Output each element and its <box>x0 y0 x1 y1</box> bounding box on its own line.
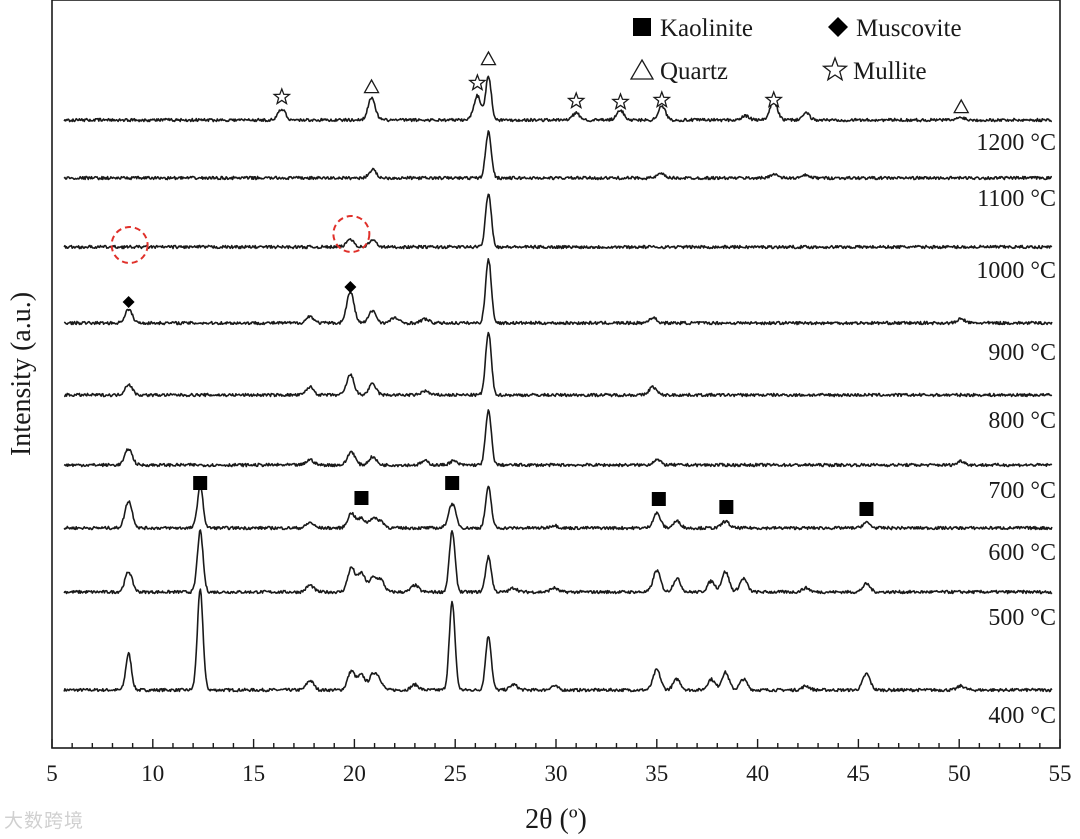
kaolinite-marker <box>719 500 734 514</box>
quartz-marker <box>480 50 497 66</box>
x-axis-ticks: 5 10 15 20 25 30 35 40 45 50 55 <box>46 739 1072 786</box>
quartz-marker <box>363 78 380 94</box>
legend-muscovite-symbol <box>828 17 848 37</box>
trace-1100c <box>63 130 1052 181</box>
legend-label-mullite: Mullite <box>853 58 927 85</box>
temp-label-1100c: 1100 °C <box>977 186 1056 212</box>
legend-kaolinite-symbol <box>633 18 651 36</box>
y-axis-label: Intensity (a.u.) <box>6 292 37 456</box>
quartz-marker <box>953 98 970 114</box>
x-tick-label: 45 <box>847 761 870 786</box>
trace-900c <box>63 258 1053 326</box>
temp-label-400c: 400 °C <box>988 703 1056 729</box>
legend-quartz-symbol <box>629 58 655 80</box>
kaolinite-marker <box>445 476 460 490</box>
mullite-marker <box>468 73 487 91</box>
temp-label-1200c: 1200 °C <box>976 130 1056 156</box>
diffraction-traces <box>63 75 1053 693</box>
temp-label-900c: 900 °C <box>988 340 1056 366</box>
legend-mullite-symbol <box>821 56 849 82</box>
trace-400c <box>63 588 1053 693</box>
trace-1000c <box>63 193 1053 250</box>
temp-label-500c: 500 °C <box>988 605 1056 631</box>
mullite-marker <box>652 90 672 108</box>
temp-label-700c: 700 °C <box>988 478 1056 504</box>
mullite-marker <box>611 92 630 110</box>
x-axis-label: 2θ (º) <box>525 804 587 835</box>
muscovite-marker <box>122 296 135 308</box>
x-tick-label: 20 <box>343 761 366 786</box>
watermark-text: 大数跨境 <box>4 810 85 832</box>
x-tick-label: 5 <box>46 761 58 786</box>
mullite-marker <box>566 91 586 109</box>
temp-label-1000c: 1000 °C <box>976 258 1056 284</box>
kaolinite-marker <box>354 491 369 505</box>
peak-markers <box>110 50 970 516</box>
muscovite-marker <box>344 281 357 293</box>
x-tick-label: 30 <box>545 761 568 786</box>
x-tick-label: 50 <box>948 761 971 786</box>
mullite-marker <box>272 87 292 105</box>
x-tick-label: 35 <box>645 761 668 786</box>
mullite-marker <box>764 90 784 108</box>
legend-label-quartz: Quartz <box>660 58 728 85</box>
highlight-circle <box>110 226 149 264</box>
legend-label-muscovite: Muscovite <box>856 15 962 42</box>
x-tick-label: 55 <box>1049 761 1072 786</box>
trace-800c <box>64 331 1053 398</box>
trace-600c <box>63 485 1053 531</box>
trace-500c <box>63 529 1053 595</box>
legend: Kaolinite Muscovite Quartz Mullite <box>629 15 962 85</box>
highlight-circle <box>332 215 371 253</box>
trace-700c <box>63 409 1053 468</box>
kaolinite-marker <box>193 476 208 490</box>
kaolinite-marker <box>859 502 874 516</box>
x-tick-label: 25 <box>444 761 467 786</box>
temperature-labels: 400 °C 500 °C 600 °C 700 °C 800 °C 900 °C 1000… <box>976 130 1056 729</box>
trace-1200c <box>63 75 1052 123</box>
temp-label-600c: 600 °C <box>988 540 1056 566</box>
legend-label-kaolinite: Kaolinite <box>660 15 753 42</box>
temp-label-800c: 800 °C <box>988 408 1056 434</box>
x-tick-label: 10 <box>141 761 164 786</box>
kaolinite-marker <box>651 492 666 506</box>
x-tick-label: 40 <box>746 761 769 786</box>
x-tick-label: 15 <box>242 761 265 786</box>
